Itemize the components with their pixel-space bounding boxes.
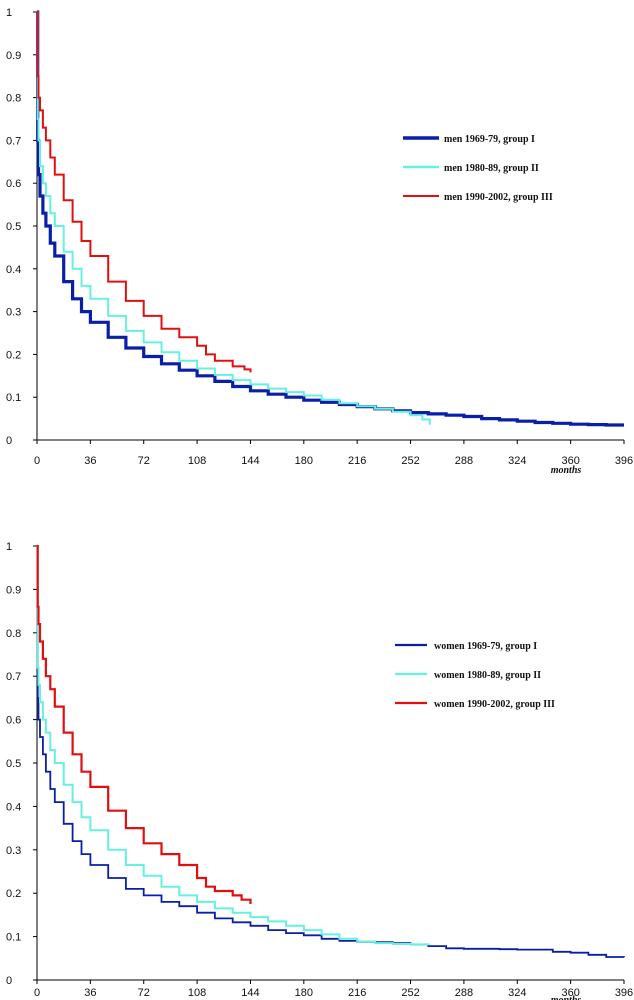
- y-tick-label: 0: [6, 435, 12, 447]
- y-tick-label: 0.6: [6, 715, 21, 727]
- y-tick-label: 0.7: [6, 135, 21, 147]
- y-tick-label: 0.6: [6, 178, 21, 190]
- x-tick-label: 324: [508, 987, 526, 999]
- y-tick-label: 1: [6, 7, 12, 19]
- chart-1: 0 0.1 0.2 0.3 0.4 0.5 0.6 0.7 0.8 0.9 1 0 36 72 108 144…: [6, 7, 633, 476]
- series-line-3: [36, 11, 252, 373]
- series-line-3: [36, 544, 252, 904]
- y-tick-label: 0.9: [6, 584, 21, 596]
- x-tick-label: 72: [138, 455, 150, 467]
- x-tick-label: 108: [188, 987, 206, 999]
- y-tick-label: 0.1: [6, 392, 21, 404]
- x-tick-label: 36: [84, 455, 96, 467]
- x-tick-label: 144: [241, 455, 259, 467]
- x-tick-label: 36: [84, 987, 96, 999]
- x-tick-label: 0: [34, 987, 40, 999]
- x-tick-label: 0: [34, 455, 40, 467]
- legend-label: men 1980-89, group II: [444, 163, 539, 174]
- x-tick-label: 396: [615, 987, 633, 999]
- x-tick-label: 216: [348, 455, 366, 467]
- y-tick-label: 0.5: [6, 221, 21, 233]
- x-axis-unit-label: months: [551, 995, 582, 1000]
- x-tick-label: 396: [615, 455, 633, 467]
- y-tick-label: 0.1: [6, 932, 21, 944]
- x-tick-label: 288: [455, 987, 473, 999]
- x-tick-label: 360: [561, 455, 579, 467]
- series-line-2: [36, 545, 430, 946]
- x-tick-label: 324: [508, 455, 526, 467]
- x-tick-label: 288: [455, 455, 473, 467]
- y-tick-label: 0.8: [6, 93, 21, 105]
- x-tick-label: 252: [401, 987, 419, 999]
- y-tick-label: 1: [6, 541, 12, 553]
- x-tick-label: 360: [561, 987, 579, 999]
- y-tick-label: 0.7: [6, 671, 21, 683]
- legend-label: men 1969-79, group I: [444, 134, 535, 145]
- legend-label: women 1980-89, group II: [434, 670, 541, 681]
- series-line-1: [36, 10, 624, 427]
- x-tick-label: 180: [295, 455, 313, 467]
- legend-label: women 1990-2002, group III: [434, 699, 555, 710]
- y-tick-label: 0: [6, 975, 12, 987]
- series-line-2: [36, 11, 431, 425]
- y-tick-label: 0.4: [6, 264, 21, 276]
- x-tick-label: 144: [241, 987, 259, 999]
- x-tick-label: 180: [295, 987, 313, 999]
- x-tick-label: 216: [348, 987, 366, 999]
- y-tick-label: 0.4: [6, 801, 21, 813]
- x-tick-label: 252: [401, 455, 419, 467]
- x-axis-unit-label: months: [551, 465, 582, 476]
- series-line-1: [36, 545, 625, 958]
- chart-2: 0 0.1 0.2 0.3 0.4 0.5 0.6 0.7 0.8 0.9 1 0 36 72 108 144…: [6, 541, 633, 1000]
- y-tick-label: 0.2: [6, 888, 21, 900]
- y-tick-label: 0.3: [6, 845, 21, 857]
- y-tick-label: 0.2: [6, 349, 21, 361]
- x-tick-label: 108: [188, 455, 206, 467]
- legend-label: women 1969-79, group I: [434, 641, 537, 652]
- y-tick-label: 0.8: [6, 628, 21, 640]
- y-tick-label: 0.5: [6, 758, 21, 770]
- y-tick-label: 0.9: [6, 50, 21, 62]
- x-tick-label: 72: [138, 987, 150, 999]
- y-tick-label: 0.3: [6, 307, 21, 319]
- legend-label: men 1990-2002, group III: [444, 192, 553, 203]
